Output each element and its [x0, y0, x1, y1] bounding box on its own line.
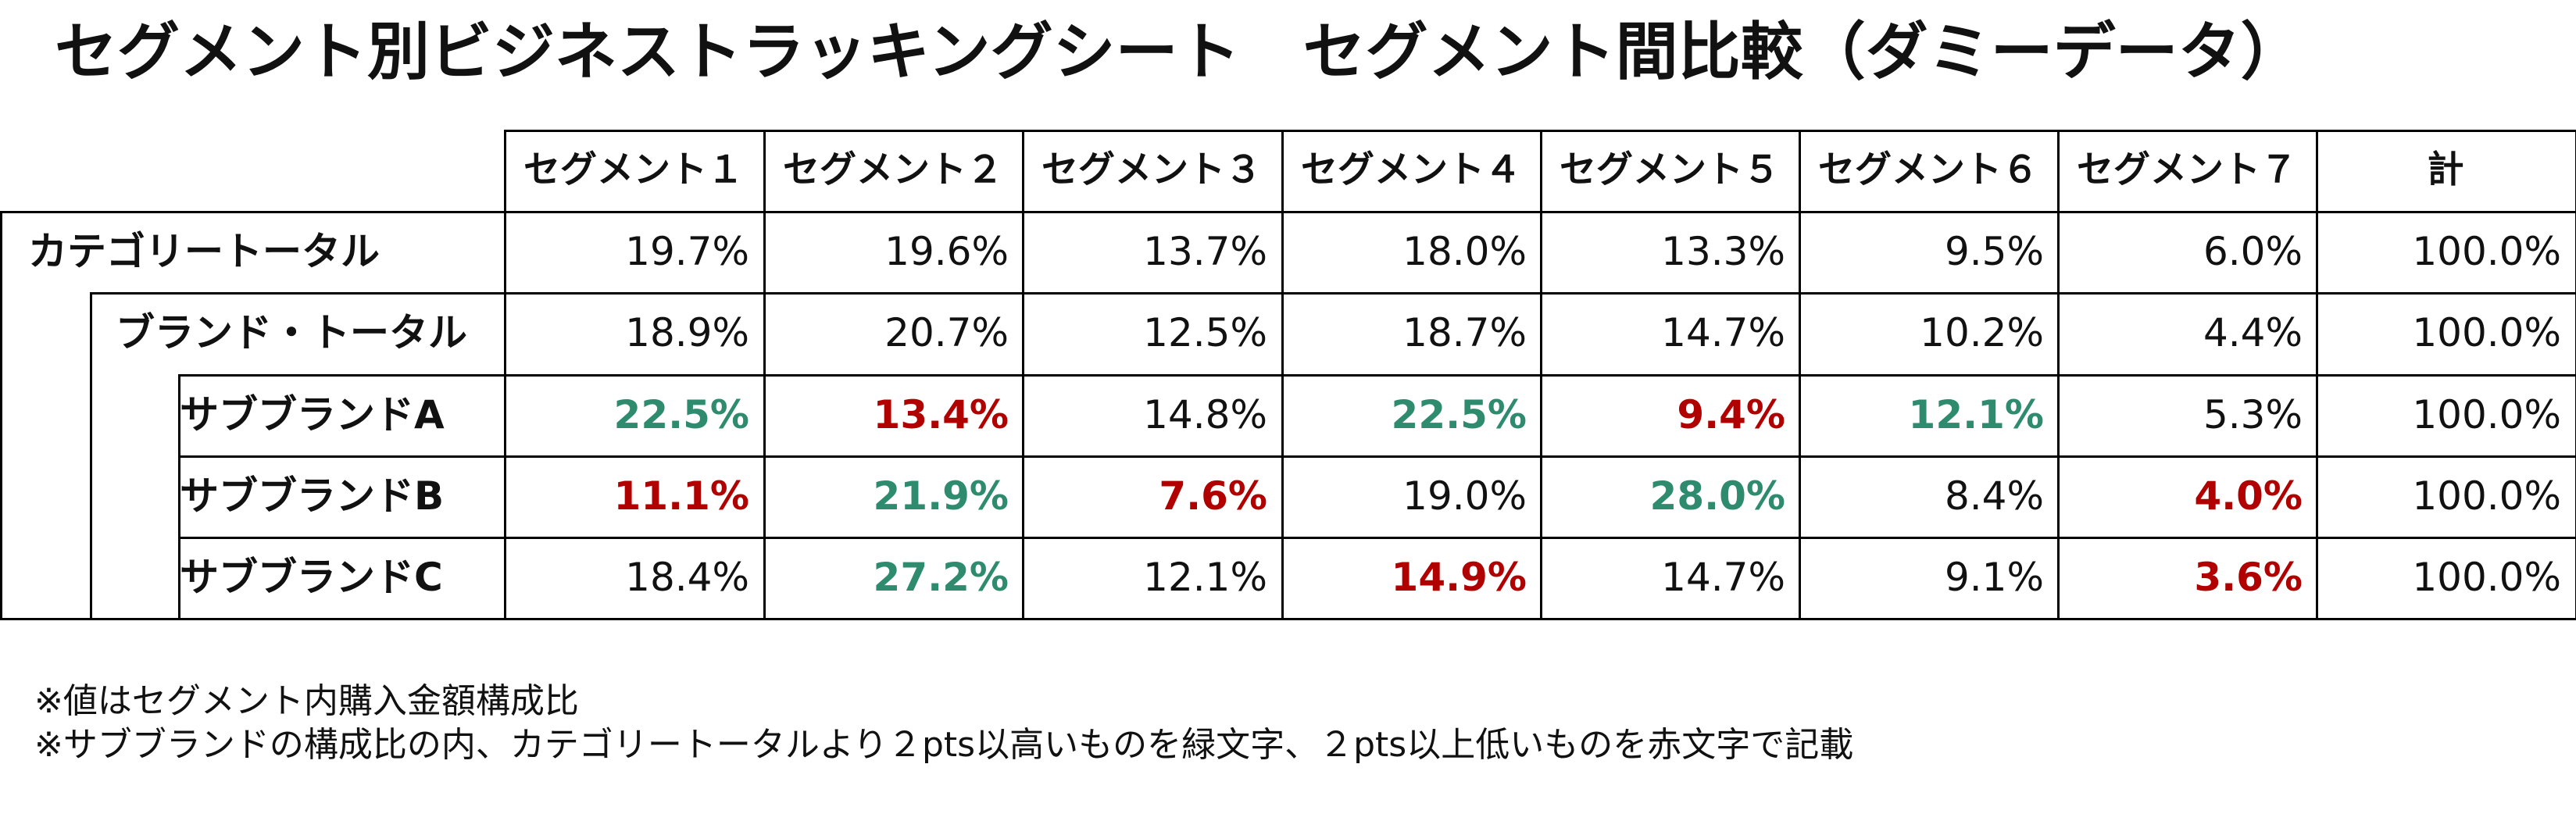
value-cell: 21.9%: [873, 473, 1009, 519]
value-cell: 19.6%: [884, 229, 1009, 274]
value-cell: 28.0%: [1649, 473, 1785, 519]
value-cell: 5.3%: [2203, 392, 2303, 437]
column-header: セグメント６: [1818, 148, 2038, 191]
value-cell: 4.0%: [2194, 473, 2303, 519]
table-bottom-border: [0, 618, 2576, 620]
value-cell: 18.0%: [1402, 229, 1527, 274]
value-cell: 100.0%: [2412, 310, 2561, 355]
value-cell: 8.4%: [1944, 473, 2044, 519]
row-divider: [0, 211, 2576, 213]
column-header: セグメント２: [783, 148, 1003, 191]
note-line-2: ※サブブランドの構成比の内、カテゴリートータルより２pts以高いものを緑文字、２…: [34, 725, 1854, 765]
indent-line-level-0: [0, 211, 2, 620]
row-label: サブブランドA: [180, 392, 445, 437]
row-divider: [178, 374, 2576, 377]
row-divider: [178, 455, 2576, 458]
value-cell: 9.5%: [1944, 229, 2044, 274]
page-title: セグメント別ビジネストラッキングシート セグメント間比較（ダミーデータ）: [55, 16, 2303, 88]
row-label: ブランド・トータル: [116, 310, 467, 355]
value-cell: 11.1%: [613, 473, 749, 519]
value-cell: 27.2%: [873, 555, 1009, 600]
value-cell: 18.7%: [1402, 310, 1527, 355]
value-cell: 12.1%: [1908, 392, 2044, 437]
row-divider: [90, 292, 2576, 295]
value-cell: 22.5%: [613, 392, 749, 437]
value-cell: 9.1%: [1944, 555, 2044, 600]
value-cell: 13.7%: [1143, 229, 1267, 274]
column-header: セグメント７: [2077, 148, 2297, 191]
indent-line-level-1: [90, 292, 92, 620]
row-label: サブブランドC: [180, 555, 443, 600]
value-cell: 14.8%: [1143, 392, 1267, 437]
row-label: カテゴリートータル: [28, 229, 380, 274]
value-cell: 14.7%: [1661, 310, 1785, 355]
value-cell: 12.1%: [1143, 555, 1267, 600]
value-cell: 18.9%: [625, 310, 749, 355]
value-cell: 14.9%: [1391, 555, 1527, 600]
value-cell: 20.7%: [884, 310, 1009, 355]
value-cell: 13.4%: [873, 392, 1009, 437]
column-header: セグメント３: [1041, 148, 1262, 191]
value-cell: 10.2%: [1920, 310, 2044, 355]
column-header: セグメント５: [1560, 148, 1780, 191]
value-cell: 9.4%: [1677, 392, 1785, 437]
value-cell: 3.6%: [2194, 555, 2303, 600]
value-cell: 22.5%: [1391, 392, 1527, 437]
value-cell: 7.6%: [1159, 473, 1267, 519]
note-line-1: ※値はセグメント内購入金額構成比: [34, 681, 579, 721]
value-cell: 19.7%: [625, 229, 749, 274]
value-cell: 4.4%: [2203, 310, 2303, 355]
column-header: 計: [2427, 148, 2464, 191]
value-cell: 18.4%: [625, 555, 749, 600]
value-cell: 100.0%: [2412, 473, 2561, 519]
row-divider: [178, 537, 2576, 539]
column-header: セグメント１: [523, 148, 744, 191]
value-cell: 100.0%: [2412, 229, 2561, 274]
value-cell: 14.7%: [1661, 555, 1785, 600]
comparison-table: セグメント１ セグメント２ セグメント３ セグメント４ セグメント５ セグメント６ セグメン…: [0, 130, 2576, 620]
row-label: サブブランドB: [180, 473, 445, 519]
column-header: セグメント４: [1301, 148, 1521, 191]
indent-line-level-2: [178, 374, 180, 620]
value-cell: 100.0%: [2412, 392, 2561, 437]
value-cell: 12.5%: [1143, 310, 1267, 355]
value-cell: 13.3%: [1661, 229, 1785, 274]
value-cell: 100.0%: [2412, 555, 2561, 600]
value-cell: 19.0%: [1402, 473, 1527, 519]
value-cell: 6.0%: [2203, 229, 2303, 274]
